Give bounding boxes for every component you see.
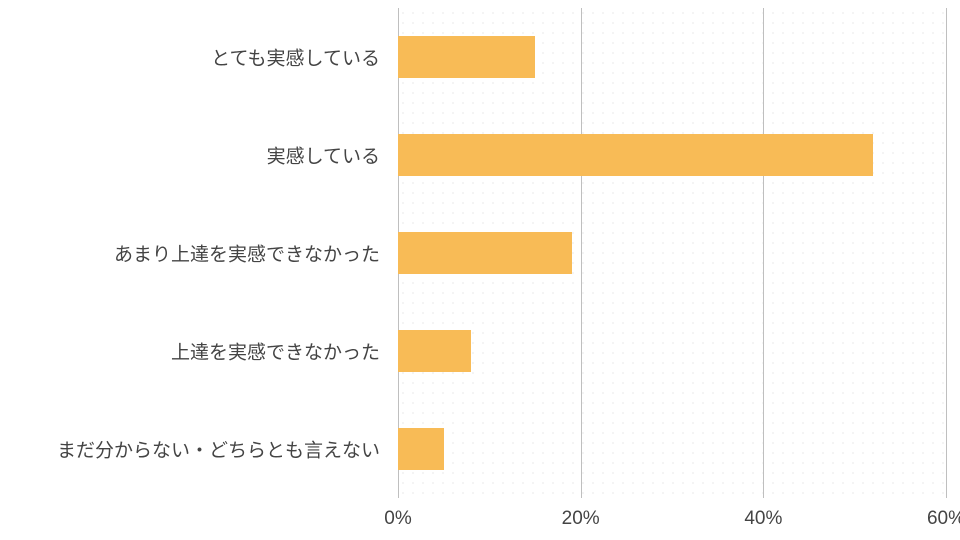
category-label: まだ分からない・どちらとも言えない xyxy=(57,436,380,463)
bar-row: とても実感している xyxy=(398,36,946,78)
category-label: とても実感している xyxy=(211,44,380,71)
category-label: あまり上達を実感できなかった xyxy=(114,240,380,267)
survey-bar-chart: 0%20%40%60%とても実感している実感しているあまり上達を実感できなかった… xyxy=(0,0,960,540)
x-tick-label: 20% xyxy=(562,508,600,530)
bar-row: 上達を実感できなかった xyxy=(398,330,946,372)
bar-row: 実感している xyxy=(398,134,946,176)
bar-row: まだ分からない・どちらとも言えない xyxy=(398,428,946,470)
category-label: 上達を実感できなかった xyxy=(171,338,380,365)
bar xyxy=(398,134,873,176)
bar xyxy=(398,232,572,274)
bar xyxy=(398,330,471,372)
category-label: 実感している xyxy=(267,142,380,169)
bar-row: あまり上達を実感できなかった xyxy=(398,232,946,274)
bar xyxy=(398,428,444,470)
x-tick-label: 0% xyxy=(384,508,411,530)
plot-area: 0%20%40%60%とても実感している実感しているあまり上達を実感できなかった… xyxy=(398,8,946,498)
x-tick-label: 40% xyxy=(744,508,782,530)
x-gridline xyxy=(946,8,947,498)
bar xyxy=(398,36,535,78)
x-tick-label: 60% xyxy=(927,508,960,530)
